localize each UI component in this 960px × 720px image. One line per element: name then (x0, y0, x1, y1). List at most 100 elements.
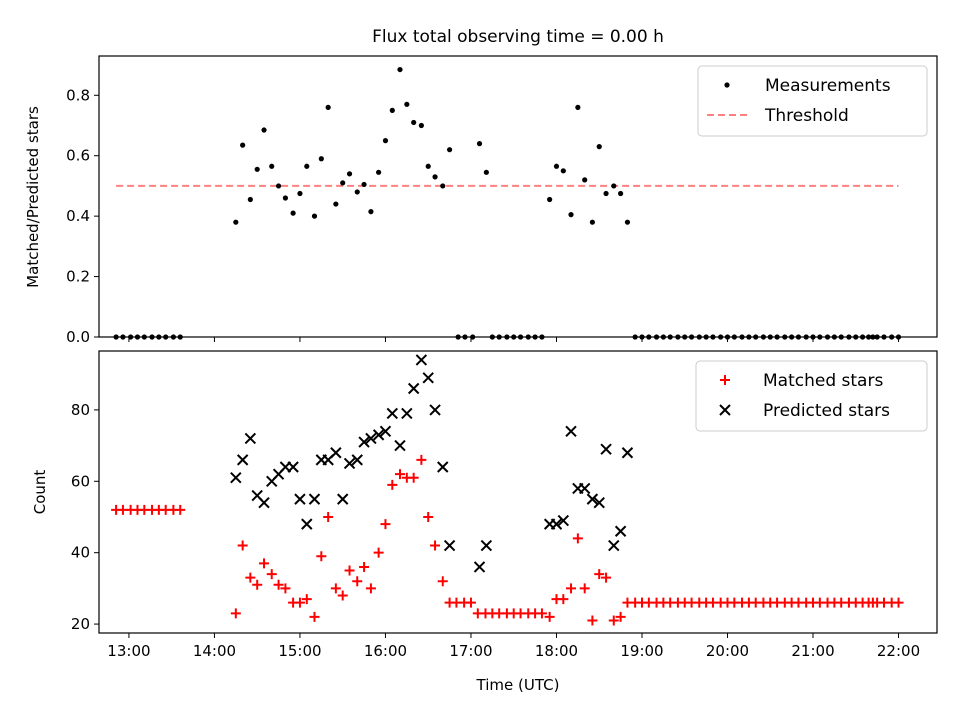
matched-stars-point (608, 615, 619, 626)
y-tick-label: 40 (71, 544, 90, 562)
measurements-point (582, 177, 588, 183)
measurements-point (575, 104, 581, 110)
predicted-stars-marker (379, 425, 392, 438)
matched-stars-point (352, 576, 363, 587)
legend-box (697, 65, 928, 137)
predicted-stars-marker (236, 454, 249, 466)
matched-stars-marker (280, 583, 291, 594)
predicted-stars-marker (394, 439, 406, 452)
matched-stars-point (437, 576, 448, 587)
y-tick-label: 0.2 (66, 268, 90, 286)
measurements-point (560, 168, 566, 174)
matched-stars-marker (416, 454, 427, 465)
predicted-stars-marker (586, 493, 599, 505)
predicted-stars-point (415, 354, 428, 366)
predicted-stars-marker (244, 432, 257, 445)
predicted-stars-marker (429, 404, 441, 416)
matched-stars-point (266, 569, 277, 580)
matched-stars-marker (352, 576, 363, 587)
matched-stars-point (572, 533, 583, 544)
measurements-point (325, 104, 331, 110)
predicted-stars-point (608, 539, 620, 552)
matched-stars-marker (380, 519, 391, 530)
x-tick-label: 19:00 (620, 642, 663, 660)
measurements-point (297, 190, 303, 197)
predicted-stars-point (230, 472, 242, 484)
matched-stars-marker (536, 608, 547, 619)
measurements-point (382, 138, 389, 144)
matched-stars-point (387, 479, 398, 490)
matched-stars-marker (266, 569, 277, 580)
predicted-stars-point (351, 454, 363, 466)
matched-stars-marker (273, 579, 284, 590)
bottom-y-axis-label: Count (31, 470, 49, 515)
legend-matched-swatch (720, 375, 730, 385)
predicted-stars-marker (565, 425, 577, 438)
matched-stars-point (394, 469, 405, 480)
predicted-stars-marker (407, 382, 420, 395)
predicted-stars-marker (386, 407, 399, 420)
legend-label: Matched stars (763, 371, 883, 391)
predicted-stars-point (358, 436, 370, 448)
measurements-point (282, 195, 289, 201)
matched-stars-marker (430, 540, 441, 551)
predicted-stars-marker (343, 457, 356, 470)
measurements-point (389, 107, 395, 113)
matched-stars-marker (437, 576, 448, 587)
predicted-stars-marker (437, 461, 449, 473)
matched-stars-marker (359, 561, 370, 572)
matched-stars-point (536, 608, 547, 619)
predicted-stars-point (437, 461, 449, 473)
matched-stars-marker (615, 611, 626, 622)
predicted-stars-point (258, 497, 270, 509)
chart-title: Flux total observing time = 0.00 h (372, 27, 664, 47)
matched-stars-marker (230, 608, 241, 619)
predicted-stars-marker (415, 354, 428, 366)
measurements-point (254, 166, 260, 172)
predicted-stars-marker (287, 461, 299, 473)
measurements-point (432, 174, 438, 180)
matched-stars-point (245, 572, 256, 583)
legend-label: Predicted stars (763, 401, 890, 421)
predicted-stars-marker (614, 525, 627, 537)
predicted-stars-point (336, 493, 349, 505)
matched-stars-marker (558, 594, 569, 605)
measurements-point (304, 163, 310, 169)
matched-stars-marker (337, 590, 348, 601)
matched-stars-point (252, 579, 263, 590)
predicted-stars-point (557, 514, 570, 527)
predicted-stars-marker (621, 447, 634, 459)
measurements-point (547, 196, 553, 203)
predicted-stars-point (386, 407, 399, 420)
y-tick-label: 0.0 (66, 328, 90, 346)
matched-stars-point (408, 472, 419, 483)
measurements-point (354, 189, 360, 195)
x-tick-label: 13:00 (107, 642, 150, 660)
legend: Measurements Threshold (697, 65, 928, 137)
y-tick-label: 20 (71, 615, 90, 633)
matched-stars-point (465, 597, 476, 608)
predicted-stars-marker (578, 482, 591, 495)
matched-stars-point (365, 583, 376, 594)
matched-stars-point (430, 540, 441, 551)
legend-label: Measurements (765, 76, 891, 96)
predicted-stars-marker (401, 407, 413, 420)
predicted-stars-point (550, 518, 563, 530)
matched-stars-marker (544, 611, 555, 622)
axes-frame (98, 350, 938, 634)
predicted-stars-point (422, 372, 434, 384)
legend: Matched stars Predicted stars (695, 360, 928, 432)
y-tick-label: 0.8 (66, 86, 90, 104)
matched-stars-marker (423, 511, 434, 522)
matched-stars-marker (394, 469, 405, 480)
measurements-point (269, 163, 275, 169)
matched-stars-point (273, 579, 284, 590)
measurements-point (404, 101, 410, 107)
axes-frame (98, 55, 938, 338)
top-panel: 0.0 0.2 0.4 0.6 0.8 Measurements Threshold (66, 55, 938, 346)
measurements-point (346, 171, 353, 177)
matched-stars-marker (373, 547, 384, 558)
y-tick-label: 0.6 (66, 147, 90, 165)
x-axis-label: Time (UTC) (476, 676, 560, 694)
legend-measurements-swatch (724, 82, 730, 88)
